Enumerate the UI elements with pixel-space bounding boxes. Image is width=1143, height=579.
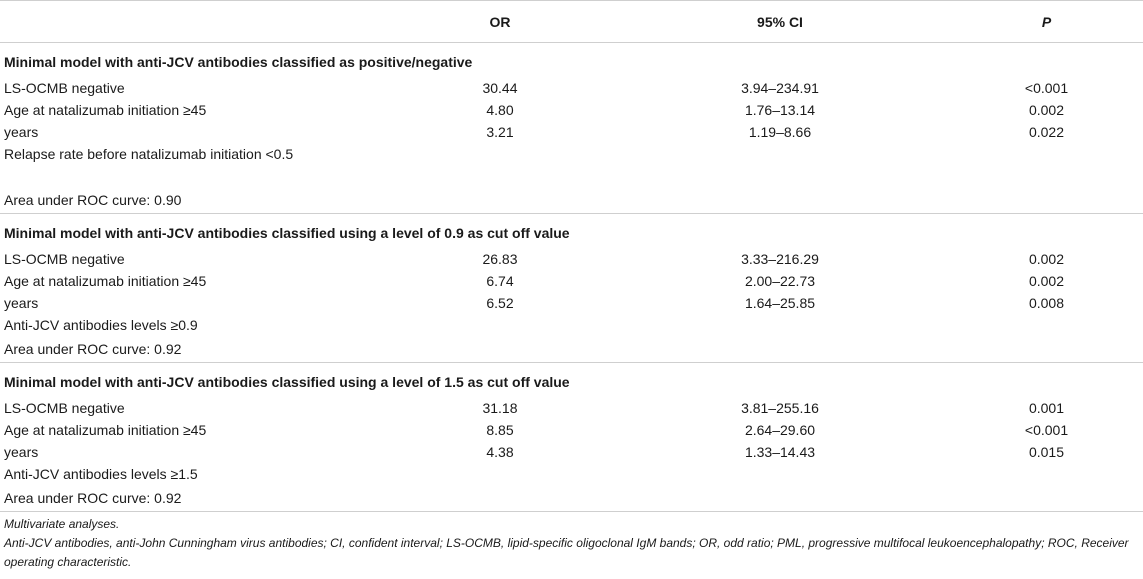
row-ci: [610, 143, 950, 187]
footnote-abbreviations: Anti-JCV antibodies, anti-John Cunningha…: [4, 536, 1129, 569]
row-label: years: [4, 444, 39, 460]
row-label: Relapse rate before natalizumab initiati…: [4, 146, 294, 162]
row-p: [950, 314, 1143, 336]
row-label: years: [4, 295, 39, 311]
row-or: [390, 143, 610, 187]
table-row: LS-OCMB negative 31.18 3.81–255.16 0.001: [0, 397, 1143, 419]
section-title-row: Minimal model with anti-JCV antibodies c…: [0, 213, 1143, 248]
row-label: LS-OCMB negative: [4, 80, 125, 96]
row-ci: 3.81–255.16: [741, 400, 819, 416]
auc-row: Area under ROC curve: 0.92: [0, 485, 1143, 512]
row-ci: 1.19–8.66: [748, 124, 812, 140]
row-or: 31.18: [482, 400, 518, 416]
table-row: years 4.38 1.33–14.43 0.015: [0, 441, 1143, 463]
row-label: Age at natalizumab initiation ≥45: [4, 102, 207, 118]
row-p: [950, 143, 1143, 187]
row-or: 26.83: [482, 251, 518, 267]
auc-row: Area under ROC curve: 0.90: [0, 187, 1143, 214]
table-row: Age at natalizumab initiation ≥45 6.74 2…: [0, 270, 1143, 292]
row-p: 0.002: [1028, 102, 1065, 118]
row-or: 30.44: [482, 80, 518, 96]
auc-row: Area under ROC curve: 0.92: [0, 336, 1143, 363]
table-row: Anti-JCV antibodies levels ≥1.5: [0, 463, 1143, 485]
row-or: [390, 463, 610, 485]
row-ci: 2.00–22.73: [744, 273, 816, 289]
table-row: years 3.21 1.19–8.66 0.022: [0, 121, 1143, 143]
section-title: Minimal model with anti-JCV antibodies c…: [4, 54, 473, 70]
row-p: 0.002: [1028, 273, 1065, 289]
header-ci: 95% CI: [610, 0, 950, 43]
row-ci: 3.33–216.29: [741, 251, 819, 267]
section-title-row: Minimal model with anti-JCV antibodies c…: [0, 362, 1143, 397]
row-ci: 2.64–29.60: [744, 422, 816, 438]
table-row: Anti-JCV antibodies levels ≥0.9: [0, 314, 1143, 336]
table-row: Relapse rate before natalizumab initiati…: [0, 143, 1143, 187]
row-or: 6.74: [486, 273, 514, 289]
row-p: [950, 463, 1143, 485]
row-ci: 1.33–14.43: [744, 444, 816, 460]
row-ci: [610, 463, 950, 485]
table-header: OR 95% CI P: [0, 0, 1143, 43]
table-row: years 6.52 1.64–25.85 0.008: [0, 292, 1143, 314]
header-or: OR: [390, 0, 610, 43]
row-p: <0.001: [1024, 80, 1069, 96]
row-p: 0.008: [1028, 295, 1065, 311]
row-label: years: [4, 124, 39, 140]
row-or: 8.85: [486, 422, 514, 438]
row-label: Anti-JCV antibodies levels ≥0.9: [4, 317, 198, 333]
row-label: Age at natalizumab initiation ≥45: [4, 422, 207, 438]
auc-label: Area under ROC curve: 0.92: [4, 341, 182, 357]
table-body: Minimal model with anti-JCV antibodies c…: [0, 43, 1143, 512]
table-row: Age at natalizumab initiation ≥45 4.80 1…: [0, 99, 1143, 121]
header-row: OR 95% CI P: [0, 0, 1143, 43]
row-ci: 1.76–13.14: [744, 102, 816, 118]
footnote-analysis: Multivariate analyses.: [4, 517, 120, 531]
row-p: 0.002: [1028, 251, 1065, 267]
row-p: 0.015: [1028, 444, 1065, 460]
row-label: Anti-JCV antibodies levels ≥1.5: [4, 466, 198, 482]
section-title: Minimal model with anti-JCV antibodies c…: [0, 362, 1143, 397]
results-table: OR 95% CI P Minimal model with anti-JCV …: [0, 0, 1143, 512]
row-label: LS-OCMB negative: [4, 251, 125, 267]
row-or: 4.38: [486, 444, 514, 460]
row-or: [390, 314, 610, 336]
row-label: Age at natalizumab initiation ≥45: [4, 273, 207, 289]
row-label: LS-OCMB negative: [4, 400, 125, 416]
header-variable: [0, 0, 390, 43]
row-or: 6.52: [486, 295, 514, 311]
table-row: LS-OCMB negative 30.44 3.94–234.91 <0.00…: [0, 77, 1143, 99]
header-p: P: [950, 0, 1143, 43]
row-p: 0.001: [1028, 400, 1065, 416]
row-or: 3.21: [486, 124, 514, 140]
table-row: Age at natalizumab initiation ≥45 8.85 2…: [0, 419, 1143, 441]
row-ci: [610, 314, 950, 336]
auc-label: Area under ROC curve: 0.92: [4, 490, 182, 506]
row-ci: 3.94–234.91: [741, 80, 819, 96]
table-footnotes: Multivariate analyses. Anti-JCV antibodi…: [4, 515, 1134, 572]
table-row: LS-OCMB negative 26.83 3.33–216.29 0.002: [0, 248, 1143, 270]
auc-label: Area under ROC curve: 0.90: [4, 192, 182, 208]
section-title-row: Minimal model with anti-JCV antibodies c…: [0, 43, 1143, 78]
row-p: 0.022: [1028, 124, 1065, 140]
row-p: <0.001: [1024, 422, 1069, 438]
section-title: Minimal model with anti-JCV antibodies c…: [0, 213, 1143, 248]
row-or: 4.80: [486, 102, 514, 118]
row-ci: 1.64–25.85: [744, 295, 816, 311]
